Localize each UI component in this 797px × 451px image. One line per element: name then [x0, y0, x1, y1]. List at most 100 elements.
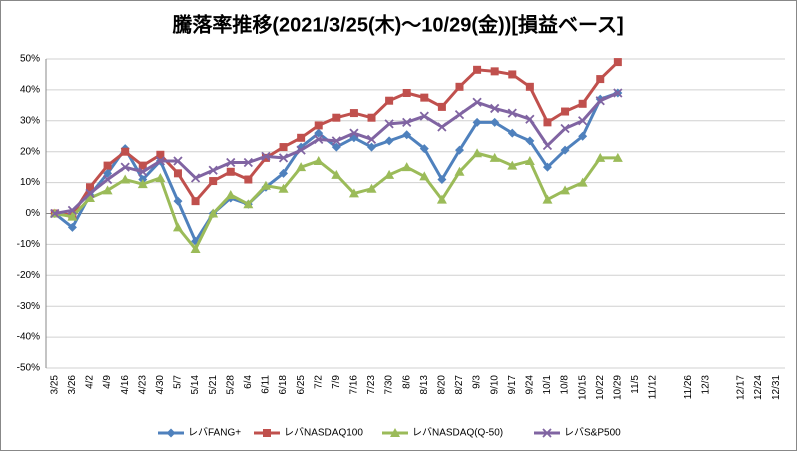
marker [120, 174, 131, 184]
marker [437, 175, 447, 185]
marker [102, 185, 113, 195]
x-tick-label: 10/15 [577, 375, 588, 400]
marker [595, 152, 606, 162]
marker [279, 143, 288, 152]
x-tick-label: 6/18 [278, 375, 289, 395]
marker [120, 162, 130, 172]
marker [525, 114, 535, 124]
marker [85, 183, 94, 192]
x-tick-label: 8/6 [401, 375, 412, 389]
marker [209, 177, 218, 186]
marker [67, 211, 78, 221]
marker [489, 152, 500, 162]
x-tick-label: 11/12 [648, 375, 659, 400]
marker [542, 140, 553, 151]
marker [385, 96, 394, 105]
x-tick-label: 6/4 [243, 375, 254, 389]
legend: レバFANG+ レバNASDAQ100 レバNASDAQ(Q-50) レバS&P500 [158, 427, 621, 439]
marker [437, 102, 446, 111]
marker [578, 116, 588, 126]
x-tick-label: 7/23 [366, 375, 377, 395]
x-tick-label: 4/2 [85, 375, 96, 389]
marker [402, 130, 412, 140]
marker [596, 75, 605, 84]
marker [436, 194, 447, 204]
x-tick-label: 4/23 [137, 375, 148, 395]
x-tick-label: 9/10 [489, 375, 500, 395]
marker [314, 121, 323, 130]
y-tick-label: 0% [26, 208, 41, 219]
x-tick-label: 5/21 [208, 375, 219, 395]
x-tick-label: 12/3 [700, 375, 711, 395]
marker [348, 188, 359, 198]
legend-label: レバS&P500 [564, 427, 621, 439]
legend-label: レバFANG+ [188, 427, 241, 439]
x-tick-label: 3/26 [67, 375, 78, 395]
marker [121, 147, 130, 156]
marker [578, 131, 588, 141]
marker [613, 58, 622, 67]
y-tick-label: 20% [20, 146, 40, 157]
marker [367, 142, 377, 152]
marker [384, 169, 395, 179]
marker [225, 189, 236, 199]
x-tick-label: 10/22 [595, 375, 606, 400]
y-tick-label: -20% [17, 270, 40, 281]
marker [331, 169, 342, 179]
x-tick-label: 9/3 [472, 375, 483, 389]
marker [437, 122, 447, 132]
marker [560, 123, 570, 134]
marker [384, 136, 394, 146]
legend-label: レバNASDAQ100 [284, 427, 363, 439]
marker [384, 119, 394, 129]
x-tick-label: 9/17 [507, 375, 518, 395]
marker [103, 161, 112, 170]
marker [455, 82, 464, 91]
marker [190, 173, 201, 183]
marker [102, 174, 113, 185]
marker [454, 145, 464, 155]
x-tick-label: 8/13 [419, 375, 430, 395]
marker [208, 165, 218, 175]
marker [155, 172, 166, 182]
marker [166, 428, 176, 438]
x-tick-label: 5/28 [225, 375, 236, 395]
y-tick-label: -30% [17, 301, 40, 312]
marker [367, 113, 376, 122]
marker [172, 222, 183, 232]
x-tick-label: 12/17 [736, 375, 747, 400]
marker [420, 93, 429, 102]
x-tick-label: 5/7 [173, 375, 184, 389]
marker [208, 208, 219, 218]
marker [472, 97, 482, 107]
marker [542, 194, 553, 204]
marker [137, 179, 148, 189]
marker [243, 199, 254, 209]
marker [226, 157, 236, 168]
marker [84, 193, 95, 203]
marker [578, 99, 587, 108]
marker [613, 88, 623, 98]
marker [419, 171, 430, 181]
marker [103, 168, 113, 178]
marker [297, 133, 306, 142]
marker [543, 118, 552, 127]
x-tick-label: 5/14 [190, 375, 201, 395]
marker [366, 134, 377, 144]
marker [507, 128, 517, 138]
marker [349, 128, 359, 138]
marker [402, 117, 412, 127]
x-tick-label: 7/2 [313, 375, 324, 389]
y-tick-label: -10% [17, 239, 40, 250]
marker [261, 151, 271, 161]
marker [490, 103, 500, 114]
x-tick-label: 11/26 [683, 375, 694, 400]
marker [507, 108, 517, 118]
x-tick-label: 6/25 [296, 375, 307, 395]
marker [560, 185, 571, 195]
series [49, 148, 623, 254]
marker [577, 177, 588, 187]
marker [349, 109, 358, 118]
x-tick-label: 3/25 [49, 375, 60, 395]
